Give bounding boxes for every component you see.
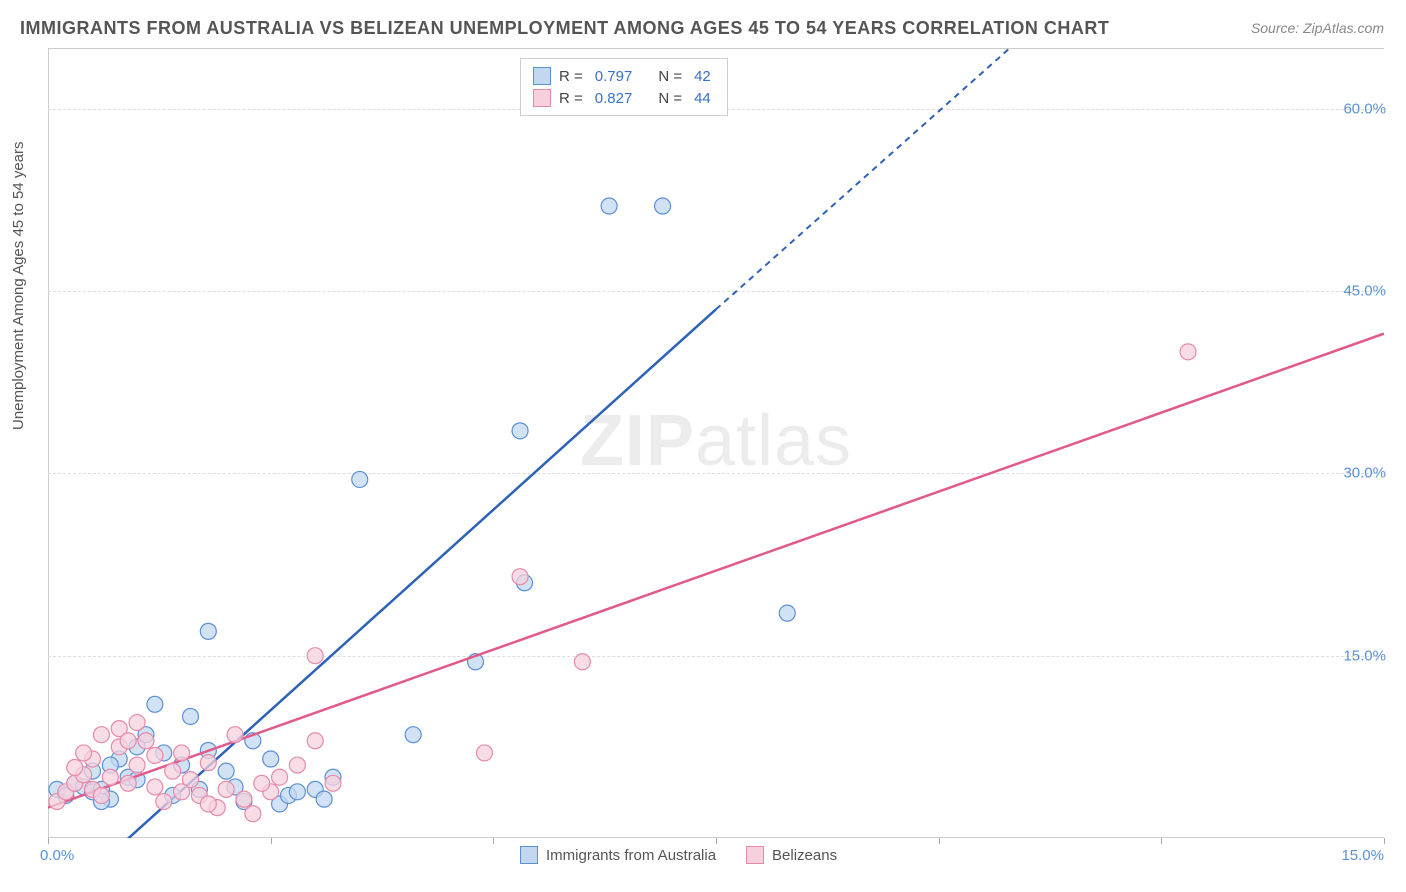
r-label: R = — [559, 90, 583, 107]
data-point — [200, 623, 216, 639]
legend-item-1: Belizeans — [746, 846, 837, 864]
data-point — [307, 648, 323, 664]
data-point — [129, 715, 145, 731]
data-point — [227, 727, 243, 743]
legend-series-names: Immigrants from Australia Belizeans — [520, 846, 837, 864]
x-max-label: 15.0% — [1341, 847, 1384, 864]
n-value-0: 42 — [694, 68, 711, 85]
data-point — [76, 745, 92, 761]
data-point — [405, 727, 421, 743]
data-point — [138, 733, 154, 749]
data-point — [352, 471, 368, 487]
legend-item-0: Immigrants from Australia — [520, 846, 716, 864]
data-point — [183, 708, 199, 724]
data-point — [254, 775, 270, 791]
data-point — [174, 784, 190, 800]
swatch-series-1 — [533, 89, 551, 107]
n-label: N = — [658, 90, 682, 107]
r-label: R = — [559, 68, 583, 85]
data-point — [236, 791, 252, 807]
legend-row-series-0: R = 0.797 N = 42 — [533, 65, 715, 87]
data-point — [102, 769, 118, 785]
x-tick — [716, 838, 717, 844]
data-point — [655, 198, 671, 214]
data-point — [289, 757, 305, 773]
x-tick — [48, 838, 49, 844]
data-point — [512, 569, 528, 585]
data-point — [1180, 344, 1196, 360]
r-value-1: 0.827 — [595, 90, 633, 107]
data-point — [129, 757, 145, 773]
legend-stats-box: R = 0.797 N = 42 R = 0.827 N = 44 — [520, 58, 728, 116]
data-point — [147, 747, 163, 763]
x-tick — [939, 838, 940, 844]
data-point — [200, 755, 216, 771]
n-value-1: 44 — [694, 90, 711, 107]
data-point — [147, 779, 163, 795]
data-point — [574, 654, 590, 670]
data-point — [147, 696, 163, 712]
n-label: N = — [658, 68, 682, 85]
data-point — [779, 605, 795, 621]
swatch-series-0-icon — [520, 846, 538, 864]
x-origin-label: 0.0% — [40, 847, 74, 864]
data-point — [218, 781, 234, 797]
data-point — [307, 733, 323, 749]
swatch-series-1-icon — [746, 846, 764, 864]
data-point — [200, 796, 216, 812]
swatch-series-0 — [533, 67, 551, 85]
series-1-name: Belizeans — [772, 847, 837, 864]
data-point — [512, 423, 528, 439]
legend-row-series-1: R = 0.827 N = 44 — [533, 87, 715, 109]
y-axis-label: Unemployment Among Ages 45 to 54 years — [10, 141, 27, 430]
series-0-name: Immigrants from Australia — [546, 847, 716, 864]
data-point — [174, 745, 190, 761]
r-value-0: 0.797 — [595, 68, 633, 85]
x-tick — [1161, 838, 1162, 844]
scatter-plot-svg — [48, 48, 1384, 838]
data-point — [601, 198, 617, 214]
data-point — [156, 794, 172, 810]
x-tick — [1384, 838, 1385, 844]
data-point — [289, 784, 305, 800]
data-point — [316, 791, 332, 807]
data-point — [325, 775, 341, 791]
regression-line-dashed — [716, 48, 1010, 309]
data-point — [263, 751, 279, 767]
data-point — [218, 763, 234, 779]
data-point — [245, 806, 261, 822]
data-point — [120, 733, 136, 749]
data-point — [93, 787, 109, 803]
data-point — [476, 745, 492, 761]
data-point — [67, 760, 83, 776]
data-point — [272, 769, 288, 785]
x-tick — [271, 838, 272, 844]
data-point — [165, 763, 181, 779]
chart-title: IMMIGRANTS FROM AUSTRALIA VS BELIZEAN UN… — [20, 18, 1109, 39]
regression-line — [48, 334, 1384, 808]
data-point — [120, 775, 136, 791]
x-tick — [493, 838, 494, 844]
regression-line — [75, 309, 716, 838]
source-attribution: Source: ZipAtlas.com — [1251, 20, 1384, 36]
data-point — [93, 727, 109, 743]
